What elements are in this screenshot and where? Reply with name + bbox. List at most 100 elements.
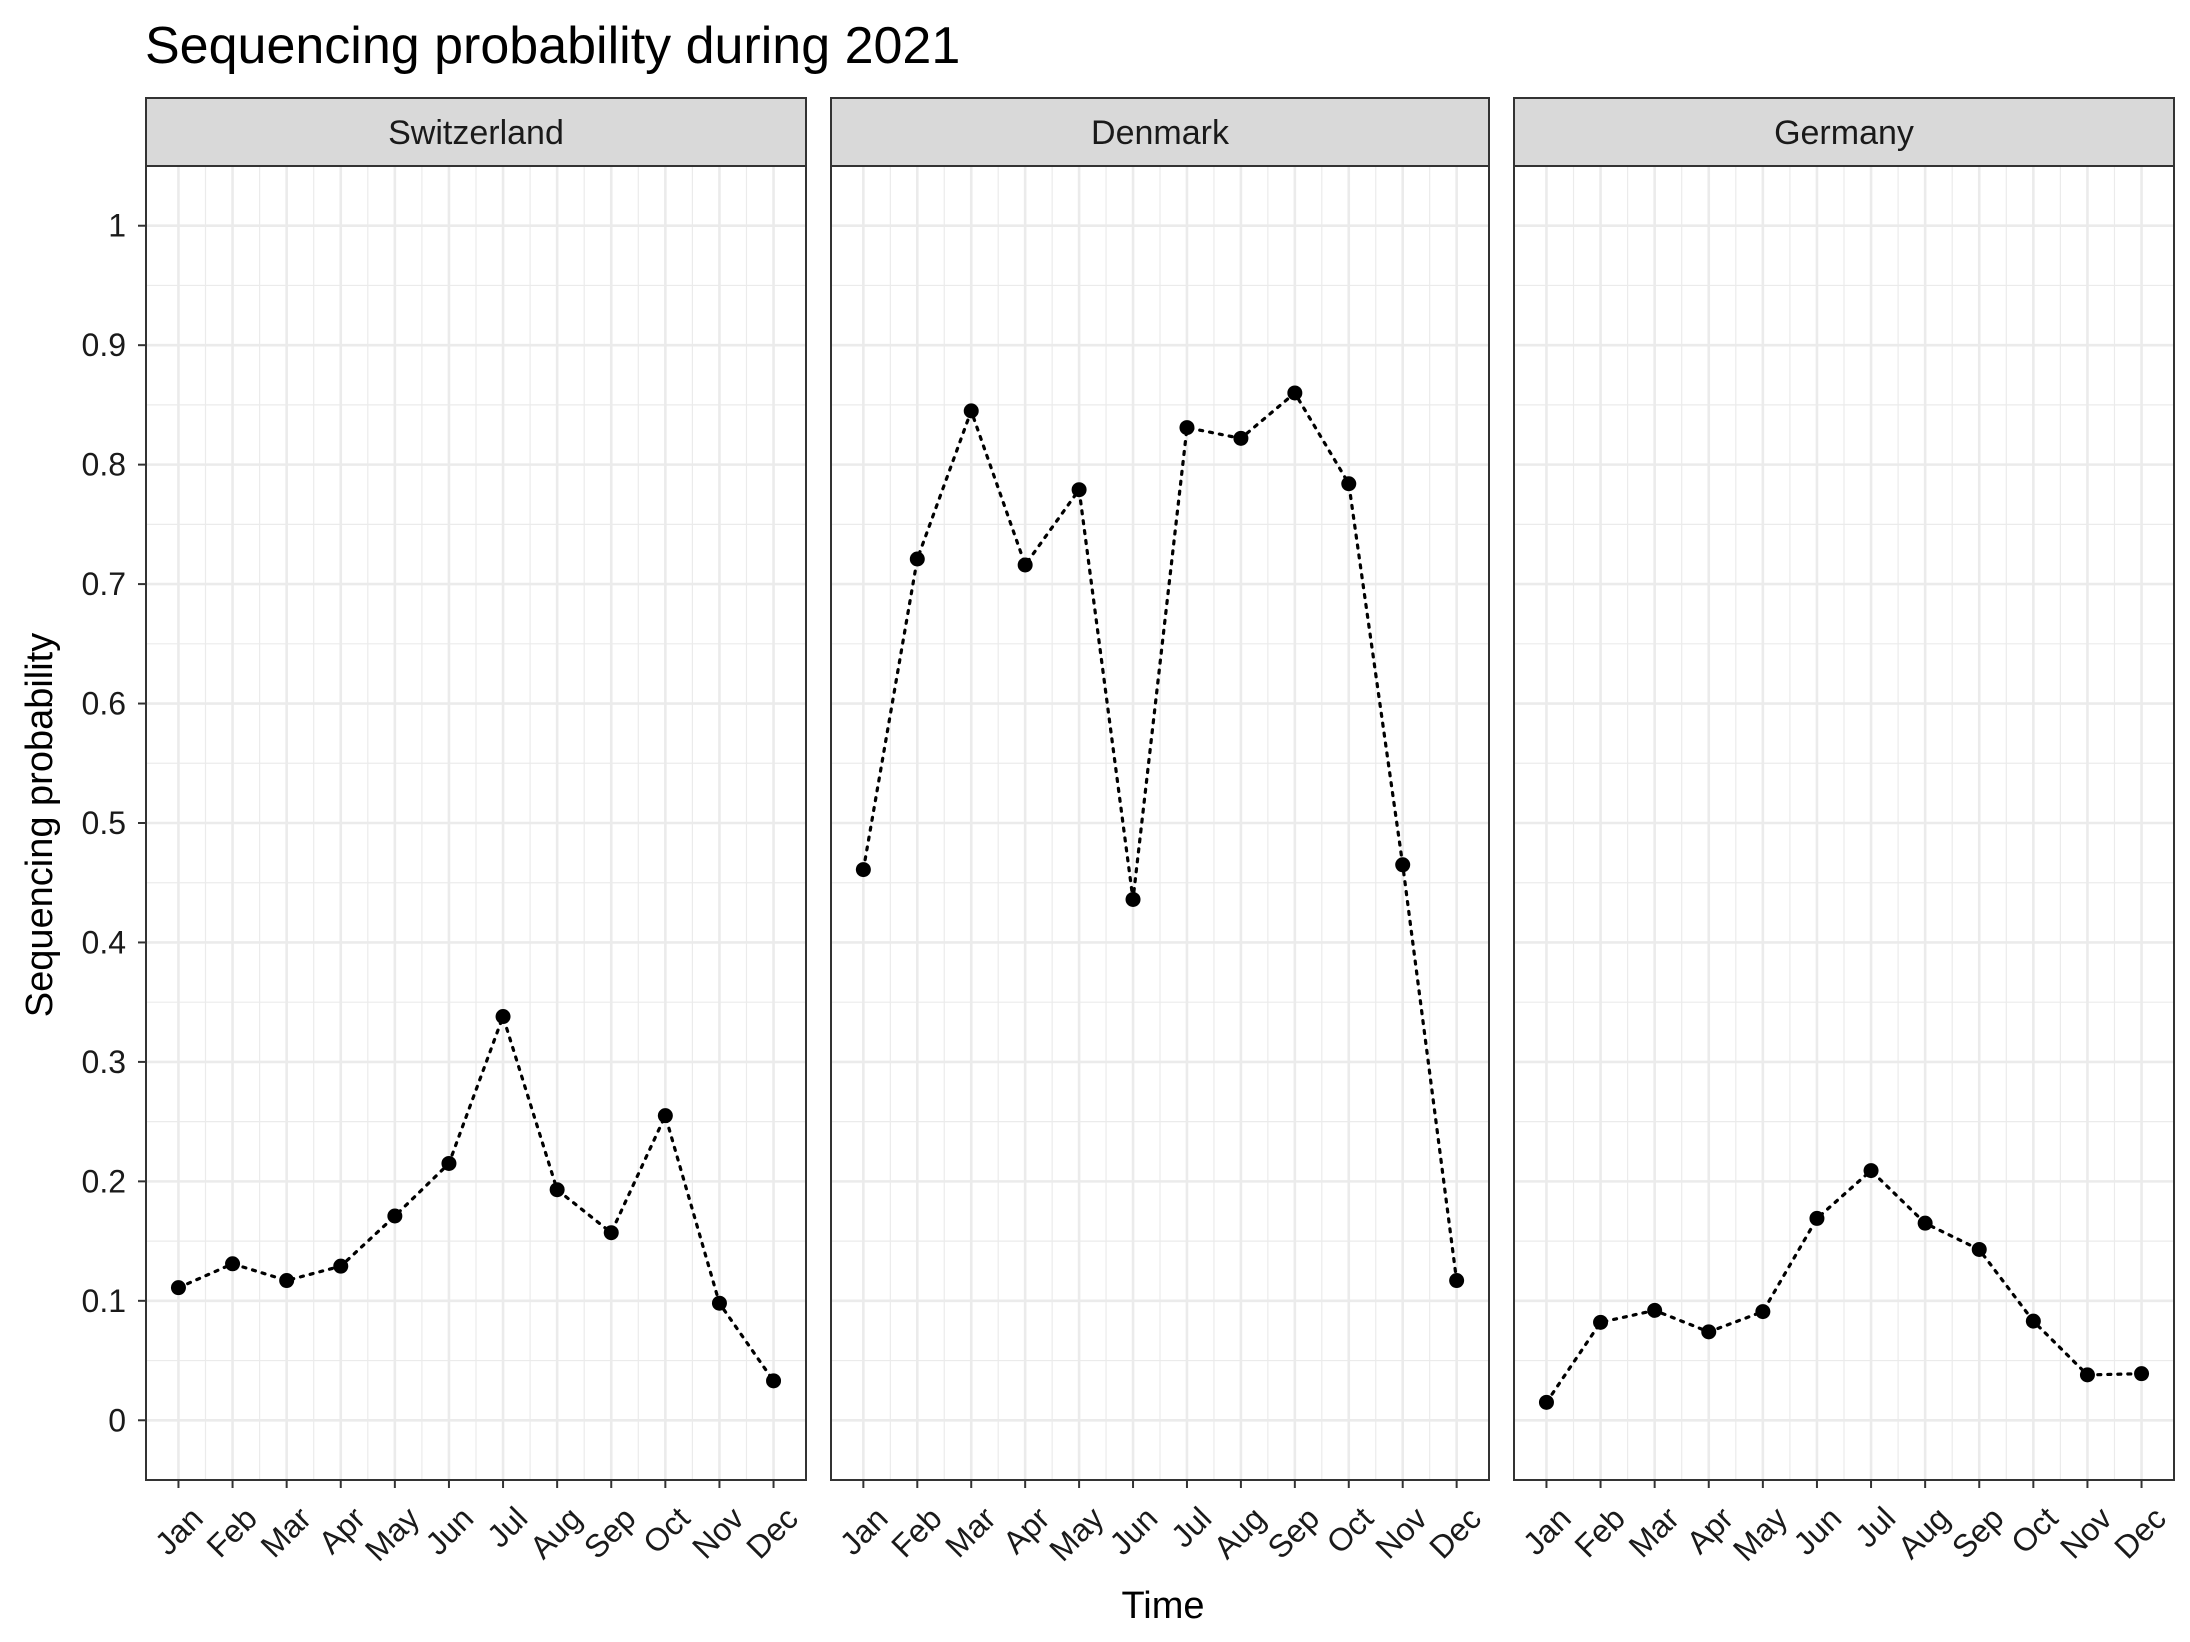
data-point bbox=[909, 551, 925, 567]
x-tick-label: Jul bbox=[1164, 1500, 1218, 1554]
x-tick-label: Nov bbox=[2053, 1500, 2119, 1566]
x-tick-label: Nov bbox=[685, 1500, 751, 1566]
x-tick-label: Dec bbox=[1422, 1500, 1488, 1566]
x-tick-label: Jul bbox=[1848, 1500, 1902, 1554]
x-tick-label: Apr bbox=[1679, 1500, 1740, 1561]
x-tick-label: Jan bbox=[1516, 1500, 1578, 1562]
x-tick-label: Feb bbox=[884, 1500, 948, 1564]
x-axis-title: Time bbox=[1121, 1585, 1204, 1627]
x-tick-label: Dec bbox=[2107, 1500, 2173, 1566]
data-point bbox=[1017, 557, 1033, 573]
data-point bbox=[2134, 1366, 2150, 1382]
y-axis: 0 0.1 0.2 0.3 0.4 0.5 0.6 0.7 0.8 0.9 1 bbox=[82, 208, 146, 1438]
chart-title: Sequencing probability during 2021 bbox=[145, 17, 960, 75]
data-point bbox=[2079, 1367, 2095, 1383]
y-axis-title: Sequencing probability bbox=[19, 633, 61, 1018]
x-tick-label: Sep bbox=[1945, 1500, 2011, 1566]
y-tick-label: 0.2 bbox=[82, 1163, 126, 1199]
x-tick-label: Feb bbox=[199, 1500, 263, 1564]
series-line bbox=[1544, 1168, 2144, 1405]
data-point bbox=[2025, 1313, 2041, 1329]
facet-strip bbox=[145, 97, 807, 167]
x-tick-label: Sep bbox=[1260, 1500, 1326, 1566]
data-point bbox=[170, 1280, 186, 1296]
data-point bbox=[1071, 482, 1087, 498]
y-tick-label: 0.4 bbox=[82, 924, 126, 960]
data-point bbox=[1755, 1304, 1771, 1320]
x-tick-label: Aug bbox=[1207, 1500, 1273, 1566]
y-tick-label: 0.9 bbox=[82, 327, 126, 363]
data-point bbox=[225, 1256, 241, 1272]
x-tick-label: Feb bbox=[1567, 1500, 1631, 1564]
x-tick-label: May bbox=[358, 1500, 426, 1568]
data-point bbox=[1287, 385, 1303, 401]
y-tick-label: 0.5 bbox=[82, 805, 126, 841]
data-point bbox=[657, 1108, 673, 1124]
x-tick-label: Jan bbox=[833, 1500, 895, 1562]
y-tick-label: 0.6 bbox=[82, 686, 126, 722]
x-tick-label: Aug bbox=[1891, 1500, 1957, 1566]
series-line bbox=[176, 1011, 776, 1383]
facet-strip bbox=[830, 97, 1490, 167]
x-tick-label: May bbox=[1042, 1500, 1110, 1568]
x-tick-label: Sep bbox=[577, 1500, 643, 1566]
data-point bbox=[603, 1225, 619, 1241]
data-point bbox=[1917, 1215, 1933, 1231]
facet-strip-label: Germany bbox=[1774, 114, 1914, 152]
data-point bbox=[495, 1009, 511, 1025]
data-point bbox=[387, 1208, 403, 1224]
data-point bbox=[1341, 476, 1357, 492]
x-tick-label: Jun bbox=[418, 1500, 480, 1562]
data-point bbox=[1538, 1394, 1554, 1410]
y-tick-label: 0 bbox=[108, 1402, 126, 1438]
y-tick-label: 1 bbox=[108, 208, 126, 244]
x-tick-label: Nov bbox=[1368, 1500, 1434, 1566]
facet-strip-label: Switzerland bbox=[388, 114, 564, 152]
data-point bbox=[855, 862, 871, 878]
data-point bbox=[1449, 1273, 1465, 1289]
data-point bbox=[1179, 420, 1195, 436]
facet-strip-label: Denmark bbox=[1091, 114, 1230, 152]
x-tick-label: Oct bbox=[2004, 1500, 2065, 1561]
y-tick-label: 0.3 bbox=[82, 1044, 126, 1080]
x-tick-label: Apr bbox=[996, 1500, 1057, 1561]
data-point bbox=[333, 1258, 349, 1274]
data-point bbox=[279, 1273, 295, 1289]
x-tick-label: Jul bbox=[480, 1500, 534, 1554]
data-point bbox=[549, 1182, 565, 1198]
x-tick-label: May bbox=[1726, 1500, 1794, 1568]
x-tick-label: Mar bbox=[938, 1500, 1003, 1565]
x-tick-label: Jun bbox=[1102, 1500, 1164, 1562]
y-tick-label: 0.7 bbox=[82, 566, 126, 602]
data-point bbox=[1809, 1210, 1825, 1226]
x-tick-label: Jun bbox=[1786, 1500, 1848, 1562]
x-tick-label: Apr bbox=[311, 1500, 372, 1561]
data-point bbox=[1971, 1241, 1987, 1257]
series-line bbox=[861, 390, 1459, 1283]
x-tick-label: Mar bbox=[1622, 1500, 1687, 1565]
data-point bbox=[1395, 857, 1411, 873]
x-tick-label: Oct bbox=[636, 1500, 697, 1561]
data-point bbox=[441, 1155, 457, 1171]
data-point bbox=[1863, 1163, 1879, 1179]
x-tick-label: Aug bbox=[523, 1500, 589, 1566]
data-point bbox=[963, 403, 979, 419]
data-point bbox=[1593, 1314, 1609, 1330]
x-tick-label: Mar bbox=[254, 1500, 319, 1565]
data-point bbox=[1233, 430, 1249, 446]
data-point bbox=[711, 1295, 727, 1311]
data-point bbox=[1647, 1302, 1663, 1318]
x-tick-label: Dec bbox=[739, 1500, 805, 1566]
data-point bbox=[1125, 891, 1141, 907]
x-tick-label: Oct bbox=[1319, 1500, 1380, 1561]
facet-strip bbox=[1513, 97, 2175, 167]
y-tick-label: 0.8 bbox=[82, 447, 126, 483]
data-point bbox=[1701, 1324, 1717, 1340]
data-point bbox=[766, 1373, 782, 1389]
x-tick-label: Jan bbox=[148, 1500, 210, 1562]
